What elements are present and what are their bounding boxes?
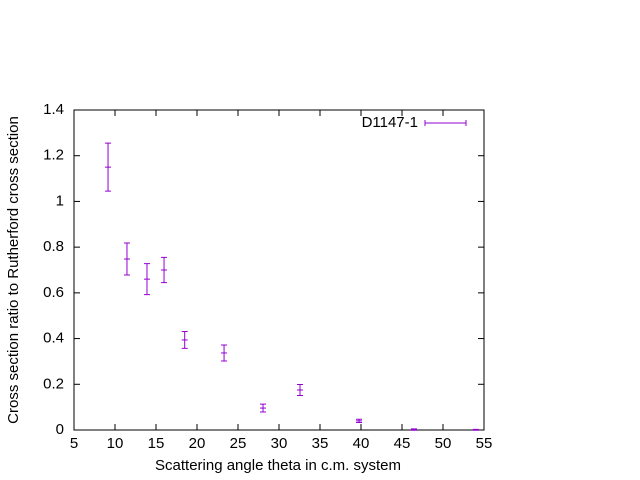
x-tick-label: 30 — [271, 435, 288, 452]
x-tick-label: 55 — [476, 435, 493, 452]
y-tick-label: 1 — [56, 192, 64, 209]
x-tick-label: 5 — [70, 435, 78, 452]
y-tick-label: 0 — [56, 421, 64, 438]
legend-label: D1147-1 — [362, 114, 418, 131]
x-tick-label: 50 — [435, 435, 452, 452]
y-tick-label: 0.8 — [43, 238, 64, 255]
plot-frame — [73, 109, 485, 431]
x-tick-label: 20 — [189, 435, 206, 452]
x-tick-label: 45 — [394, 435, 411, 452]
legend-swatch — [424, 120, 467, 126]
y-tick-label: 1.2 — [43, 147, 64, 164]
y-tick-label: 1.4 — [43, 101, 64, 118]
x-tick-label: 10 — [107, 435, 124, 452]
x-tick-label: 35 — [312, 435, 329, 452]
x-tick-label: 40 — [353, 435, 370, 452]
y-tick-label: 0.4 — [43, 330, 64, 347]
x-tick-label: 15 — [148, 435, 165, 452]
x-axis-label: Scattering angle theta in c.m. system — [155, 457, 401, 474]
y-tick-label: 0.2 — [43, 375, 64, 392]
y-axis-label: Cross section ratio to Rutherford cross … — [5, 116, 22, 424]
y-tick-label: 0.6 — [43, 284, 64, 301]
x-tick-label: 25 — [230, 435, 247, 452]
